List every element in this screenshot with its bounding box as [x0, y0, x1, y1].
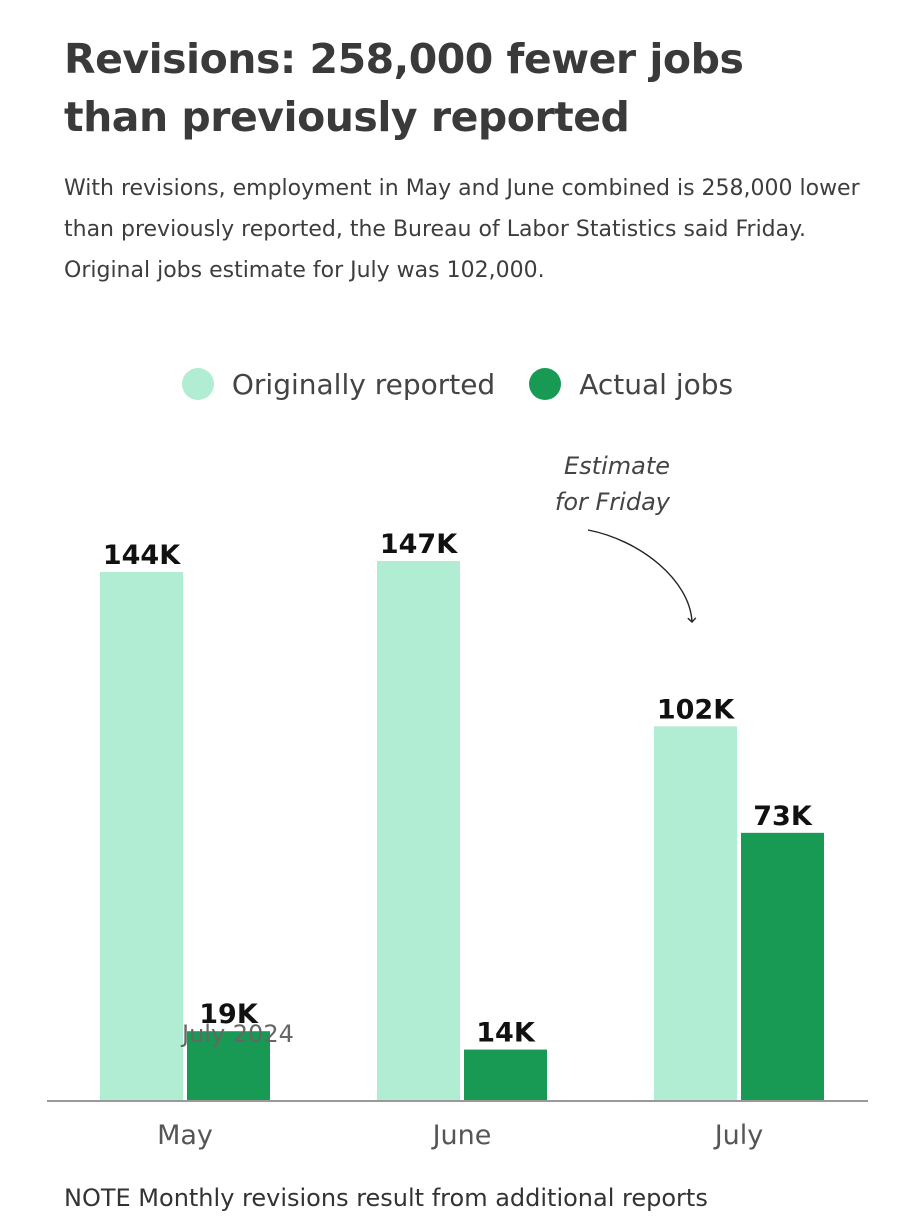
annotation-estimate-for-friday: Estimate for Friday [520, 448, 670, 520]
chart-subtitle: With revisions, employment in May and Ju… [64, 176, 860, 283]
category-labels-layer: May June July [157, 1120, 763, 1151]
x-tick-label-july: July [713, 1120, 764, 1151]
labels-layer: 144K 19K 147K 14K 102K 73K [103, 529, 813, 1049]
x-tick-label-may: May [157, 1120, 213, 1151]
data-label-originally-reported-may: 144K [103, 540, 181, 571]
annotation-arrow [587, 529, 697, 623]
legend-item-actual-jobs: Actual jobs [529, 368, 733, 401]
legend-label-actual-jobs: Actual jobs [579, 367, 734, 401]
overlay-date-text: July 2024 [180, 1020, 294, 1048]
chart-legend: Originally reported Actual jobs [0, 360, 915, 408]
chart-title: Revisions: 258,000 fewer jobs than previ… [64, 30, 884, 146]
data-label-actual-jobs-july: 73K [753, 801, 813, 832]
legend-swatch-actual-jobs [529, 368, 562, 400]
bar-originally-reported-july [654, 726, 737, 1101]
bar-actual-jobs-july [741, 832, 824, 1101]
x-tick-label-june: June [431, 1120, 492, 1151]
legend-label-originally-reported: Originally reported [231, 367, 496, 401]
data-label-actual-jobs-may: 19K [199, 999, 259, 1030]
bar-originally-reported-june [377, 561, 460, 1101]
chart-title-line-2: than previously reported [64, 93, 630, 141]
annotation-line-2: for Friday [554, 488, 670, 516]
annotation-line-1: Estimate [563, 452, 670, 480]
chart-note: NOTE Monthly revisions result from addit… [64, 1184, 708, 1212]
data-label-originally-reported-july: 102K [657, 694, 735, 725]
data-label-actual-jobs-june: 14K [476, 1018, 536, 1049]
legend-item-originally-reported: Originally reported [181, 367, 496, 401]
data-label-originally-reported-june: 147K [380, 529, 458, 560]
legend-swatch-originally-reported [181, 368, 214, 400]
bar-actual-jobs-june [464, 1049, 547, 1101]
bar-actual-jobs-may [187, 1031, 270, 1101]
bars-layer [100, 561, 824, 1101]
bar-originally-reported-may [100, 572, 183, 1101]
chart-title-line-1: Revisions: 258,000 fewer jobs [64, 35, 744, 83]
